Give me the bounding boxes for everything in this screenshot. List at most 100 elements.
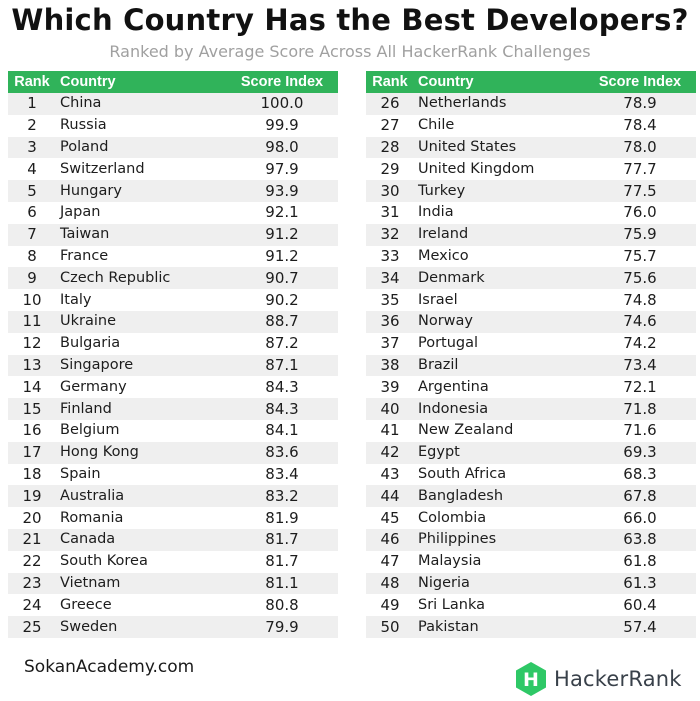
table-row: 15 Finland 84.3 xyxy=(8,398,338,420)
country-cell: Sri Lanka xyxy=(414,594,584,617)
hackerrank-brand: H HackerRank xyxy=(514,661,682,697)
table-row: 32 Ireland 75.9 xyxy=(366,223,696,246)
score-index-cell: 78.4 xyxy=(584,114,696,137)
table-row: 39 Argentina 72.1 xyxy=(366,376,696,399)
country-cell: China xyxy=(56,93,226,115)
score-index-cell: 66.0 xyxy=(584,507,696,529)
table-row: 43 South Africa 68.3 xyxy=(366,463,696,486)
rank-cell: 50 xyxy=(366,616,414,638)
country-cell: Philippines xyxy=(414,528,584,551)
rank-cell: 1 xyxy=(8,93,56,115)
rank-cell: 19 xyxy=(8,485,56,508)
table-row: 33 Mexico 75.7 xyxy=(366,245,696,268)
rank-cell: 14 xyxy=(8,376,56,399)
rank-cell: 34 xyxy=(366,267,414,290)
country-cell: Bulgaria xyxy=(56,332,226,355)
country-cell: Malaysia xyxy=(414,550,584,573)
rank-cell: 2 xyxy=(8,114,56,137)
table-row: 26 Netherlands 78.9 xyxy=(366,93,696,115)
country-cell: Colombia xyxy=(414,507,584,529)
score-index-cell: 98.0 xyxy=(226,136,338,159)
logo-letter: H xyxy=(523,669,539,691)
header-rank: Rank xyxy=(8,71,56,93)
rank-cell: 18 xyxy=(8,463,56,486)
table-row: 47 Malaysia 61.8 xyxy=(366,550,696,573)
country-cell: Netherlands xyxy=(414,93,584,115)
country-cell: Belgium xyxy=(56,419,226,442)
table-row: 29 United Kingdom 77.7 xyxy=(366,158,696,181)
score-index-cell: 81.1 xyxy=(226,572,338,595)
score-index-cell: 57.4 xyxy=(584,616,696,638)
score-index-cell: 71.8 xyxy=(584,398,696,420)
country-cell: Mexico xyxy=(414,245,584,268)
rank-cell: 23 xyxy=(8,572,56,595)
rank-cell: 17 xyxy=(8,441,56,464)
header-country: Country xyxy=(56,71,226,93)
table-row: 12 Bulgaria 87.2 xyxy=(8,332,338,355)
table-row: 18 Spain 83.4 xyxy=(8,463,338,486)
ranking-table-left: Rank Country Score Index 1 China 100.0 2 Rus… xyxy=(8,71,338,638)
table-row: 48 Nigeria 61.3 xyxy=(366,572,696,595)
table-row: 13 Singapore 87.1 xyxy=(8,354,338,377)
rank-cell: 37 xyxy=(366,332,414,355)
country-cell: Japan xyxy=(56,201,226,224)
table-row: 7 Taiwan 91.2 xyxy=(8,223,338,246)
rank-cell: 48 xyxy=(366,572,414,595)
score-index-cell: 74.2 xyxy=(584,332,696,355)
score-index-cell: 80.8 xyxy=(226,594,338,617)
rank-cell: 36 xyxy=(366,310,414,333)
score-index-cell: 75.6 xyxy=(584,267,696,290)
score-index-cell: 74.6 xyxy=(584,310,696,333)
score-index-cell: 78.9 xyxy=(584,93,696,115)
score-index-cell: 75.7 xyxy=(584,245,696,268)
table-row: 41 New Zealand 71.6 xyxy=(366,419,696,442)
rank-cell: 25 xyxy=(8,616,56,638)
country-cell: Finland xyxy=(56,398,226,420)
table-row: 27 Chile 78.4 xyxy=(366,114,696,137)
rank-cell: 3 xyxy=(8,136,56,159)
table-row: 6 Japan 92.1 xyxy=(8,201,338,224)
score-index-cell: 90.2 xyxy=(226,289,338,311)
score-index-cell: 93.9 xyxy=(226,180,338,202)
table-row: 42 Egypt 69.3 xyxy=(366,441,696,464)
table-row: 16 Belgium 84.1 xyxy=(8,419,338,442)
country-cell: Canada xyxy=(56,528,226,551)
table-row: 30 Turkey 77.5 xyxy=(366,180,696,202)
rank-cell: 24 xyxy=(8,594,56,617)
table-row: 24 Greece 80.8 xyxy=(8,594,338,617)
score-index-cell: 83.6 xyxy=(226,441,338,464)
country-cell: Ireland xyxy=(414,223,584,246)
score-index-cell: 97.9 xyxy=(226,158,338,181)
table-row: 50 Pakistan 57.4 xyxy=(366,616,696,638)
country-cell: Bangladesh xyxy=(414,485,584,508)
country-cell: Denmark xyxy=(414,267,584,290)
table-row: 25 Sweden 79.9 xyxy=(8,616,338,638)
header-score-index: Score Index xyxy=(226,71,338,93)
rank-cell: 43 xyxy=(366,463,414,486)
score-index-cell: 84.3 xyxy=(226,376,338,399)
table-row: 31 India 76.0 xyxy=(366,201,696,224)
rank-cell: 21 xyxy=(8,528,56,551)
table-header-row: Rank Country Score Index xyxy=(366,71,696,93)
table-row: 23 Vietnam 81.1 xyxy=(8,572,338,595)
country-cell: Pakistan xyxy=(414,616,584,638)
rank-cell: 20 xyxy=(8,507,56,529)
score-index-cell: 81.7 xyxy=(226,550,338,573)
score-index-cell: 81.7 xyxy=(226,528,338,551)
table-row: 1 China 100.0 xyxy=(8,93,338,115)
header-score-index: Score Index xyxy=(584,71,696,93)
country-cell: New Zealand xyxy=(414,419,584,442)
country-cell: Greece xyxy=(56,594,226,617)
country-cell: India xyxy=(414,201,584,224)
rank-cell: 39 xyxy=(366,376,414,399)
chart-subtitle: Ranked by Average Score Across All Hacke… xyxy=(109,42,591,61)
table-row: 19 Australia 83.2 xyxy=(8,485,338,508)
country-cell: Sweden xyxy=(56,616,226,638)
table-row: 36 Norway 74.6 xyxy=(366,310,696,333)
watermark-text: SokanAcademy.com xyxy=(24,657,195,677)
country-cell: Vietnam xyxy=(56,572,226,595)
score-index-cell: 72.1 xyxy=(584,376,696,399)
score-index-cell: 76.0 xyxy=(584,201,696,224)
table-row: 49 Sri Lanka 60.4 xyxy=(366,594,696,617)
country-cell: Czech Republic xyxy=(56,267,226,290)
